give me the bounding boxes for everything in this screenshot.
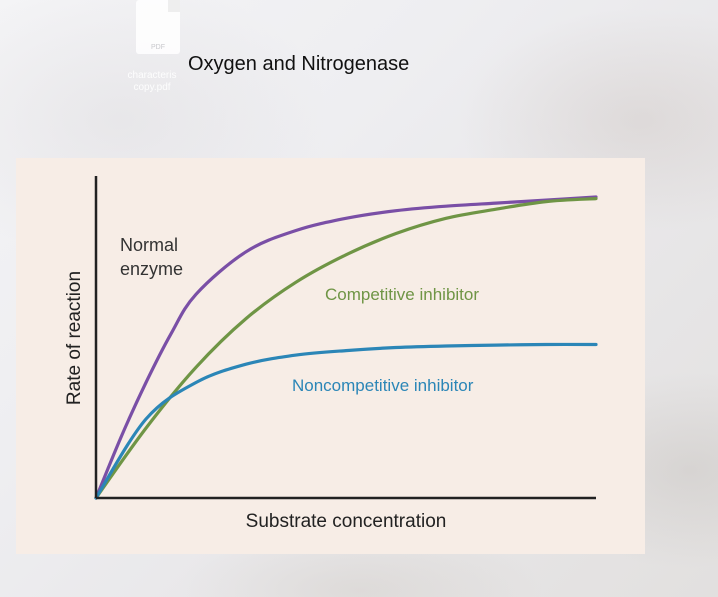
file-name-label: characteris copy.pdf	[120, 70, 184, 94]
normal-enzyme-label-line: enzyme	[120, 259, 183, 279]
pdf-file-icon[interactable]: PDF characteris copy.pdf	[120, 0, 184, 98]
y-axis-label: Rate of reaction	[64, 271, 85, 405]
slide-title: Oxygen and Nitrogenase	[188, 53, 410, 75]
normal-enzyme-label-line: Normal	[120, 235, 178, 255]
competitive-inhibitor-label-line: Competitive inhibitor	[325, 285, 479, 304]
file-name-line-2: copy.pdf	[133, 82, 171, 93]
normal-enzyme-curve	[94, 195, 598, 500]
competitive-inhibitor-label: Competitive inhibitor	[325, 285, 479, 304]
enzyme-kinetics-chart: Substrate concentration Rate of reaction…	[64, 176, 598, 532]
series-layer	[94, 195, 598, 500]
file-type-label: PDF	[151, 44, 165, 51]
noncompetitive-inhibitor-curve	[94, 342, 598, 500]
noncompetitive-inhibitor-label: Noncompetitive inhibitor	[292, 376, 474, 395]
document-icon	[136, 0, 180, 54]
series-labels: Normal enzyme Competitive inhibitor Noncomp…	[120, 235, 479, 395]
chart-panel: Substrate concentration Rate of reaction…	[16, 158, 645, 554]
noncompetitive-inhibitor-label-line: Noncompetitive inhibitor	[292, 376, 474, 395]
x-axis-label: Substrate concentration	[246, 511, 447, 532]
file-name-line-1: characteris	[127, 70, 177, 81]
normal-enzyme-label: Normal enzyme	[120, 235, 183, 279]
